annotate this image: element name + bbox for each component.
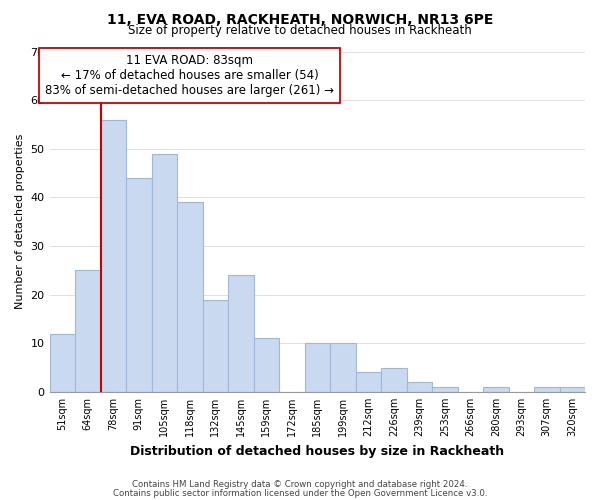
Bar	[254, 338, 279, 392]
Y-axis label: Number of detached properties: Number of detached properties	[15, 134, 25, 310]
Bar	[126, 178, 152, 392]
Bar	[534, 387, 560, 392]
Bar	[356, 372, 381, 392]
Text: 11, EVA ROAD, RACKHEATH, NORWICH, NR13 6PE: 11, EVA ROAD, RACKHEATH, NORWICH, NR13 6…	[107, 12, 493, 26]
Text: Size of property relative to detached houses in Rackheath: Size of property relative to detached ho…	[128, 24, 472, 37]
Bar	[560, 387, 585, 392]
Bar	[330, 344, 356, 392]
Bar	[407, 382, 432, 392]
Bar	[101, 120, 126, 392]
Text: 11 EVA ROAD: 83sqm
← 17% of detached houses are smaller (54)
83% of semi-detache: 11 EVA ROAD: 83sqm ← 17% of detached hou…	[45, 54, 334, 97]
Text: Contains HM Land Registry data © Crown copyright and database right 2024.: Contains HM Land Registry data © Crown c…	[132, 480, 468, 489]
Bar	[203, 300, 228, 392]
Bar	[483, 387, 509, 392]
Bar	[228, 275, 254, 392]
Bar	[75, 270, 101, 392]
Text: Contains public sector information licensed under the Open Government Licence v3: Contains public sector information licen…	[113, 488, 487, 498]
Bar	[177, 202, 203, 392]
Bar	[50, 334, 75, 392]
X-axis label: Distribution of detached houses by size in Rackheath: Distribution of detached houses by size …	[130, 444, 505, 458]
Bar	[305, 344, 330, 392]
Bar	[152, 154, 177, 392]
Bar	[381, 368, 407, 392]
Bar	[432, 387, 458, 392]
